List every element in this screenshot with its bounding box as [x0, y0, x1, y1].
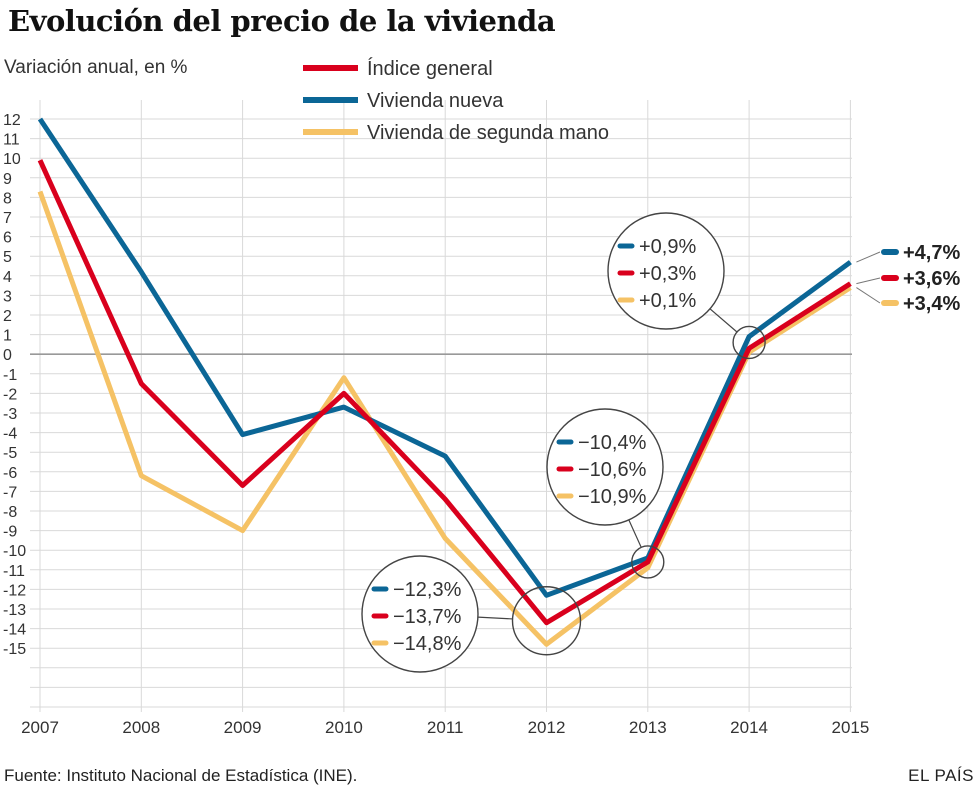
x-tick-label: 2015: [831, 718, 869, 737]
y-tick-label: 8: [3, 190, 12, 207]
callout-value-label: −13,7%: [393, 606, 462, 628]
callout-marker-circle: [511, 586, 582, 656]
x-tick-label: 2012: [528, 718, 566, 737]
y-tick-label: 9: [3, 171, 12, 188]
chart-subtitle: Variación anual, en %: [4, 57, 188, 78]
y-tick-label: 10: [3, 151, 21, 168]
y-tick-label: 11: [3, 132, 20, 149]
x-tick-label: 2013: [629, 718, 667, 737]
end-label-leader: [856, 287, 881, 304]
end-value-label: +4,7%: [903, 242, 960, 264]
callout-value-label: −10,9%: [578, 486, 647, 508]
callout-connector: [628, 519, 642, 548]
y-tick-label: -14: [3, 622, 26, 639]
legend-label: Vivienda nueva: [367, 90, 504, 112]
end-value-label: +3,4%: [903, 293, 960, 315]
callout-value-label: −10,6%: [578, 459, 647, 481]
x-tick-label: 2008: [122, 718, 160, 737]
legend-label: Índice general: [367, 57, 493, 80]
y-tick-label: 12: [3, 112, 21, 129]
callout-bubble: [607, 212, 725, 330]
callout-marker-circle: [732, 325, 766, 360]
callout-bubble: [361, 555, 479, 673]
callout-bubble: [546, 408, 664, 526]
y-tick-label: 6: [3, 230, 12, 247]
end-label-leader: [856, 277, 881, 285]
callout-value-label: −12,3%: [393, 579, 462, 601]
x-tick-label: 2010: [325, 718, 363, 737]
callout-value-label: +0,1%: [639, 290, 696, 312]
y-tick-label: 7: [3, 210, 12, 227]
y-tick-label: -11: [3, 563, 25, 580]
end-value-label: +3,6%: [903, 268, 960, 290]
y-tick-label: -8: [3, 504, 17, 521]
y-tick-label: -5: [3, 445, 17, 462]
y-tick-label: 3: [3, 288, 12, 305]
x-tick-label: 2014: [730, 718, 768, 737]
callout-value-label: +0,3%: [639, 263, 696, 285]
y-tick-label: -7: [3, 484, 17, 501]
y-tick-label: 0: [3, 347, 12, 364]
y-tick-label: -3: [3, 406, 17, 423]
x-tick-label: 2007: [21, 718, 59, 737]
callout-value-label: +0,9%: [639, 236, 696, 258]
brand-logo: EL PAÍS: [908, 766, 974, 785]
end-label-leader: [856, 251, 881, 263]
x-tick-label: 2011: [427, 718, 464, 737]
source-note: Fuente: Instituto Nacional de Estadístic…: [4, 766, 358, 785]
x-tick-label: 2009: [224, 718, 262, 737]
callout-value-label: −14,8%: [393, 633, 462, 655]
legend-label: Vivienda de segunda mano: [367, 122, 609, 144]
y-tick-label: 1: [3, 328, 12, 345]
y-tick-label: -15: [3, 641, 26, 658]
y-tick-label: -6: [3, 465, 17, 482]
y-tick-label: 4: [3, 269, 12, 286]
series-line-indice-general: [37, 159, 852, 626]
callout-marker-circle: [631, 545, 665, 579]
y-tick-label: 2: [3, 308, 12, 325]
chart-title: Evolución del precio de la vivienda: [8, 4, 556, 38]
series-line-vivienda-nueva: [37, 117, 852, 598]
y-tick-label: -1: [3, 367, 17, 384]
y-tick-label: -9: [3, 524, 17, 541]
y-tick-label: -12: [3, 582, 26, 599]
callout-value-label: −10,4%: [578, 432, 647, 454]
callout-connector: [709, 308, 738, 333]
callout-connector: [477, 616, 513, 620]
y-tick-label: -13: [3, 602, 26, 619]
y-tick-label: -10: [3, 543, 26, 560]
y-tick-label: 5: [3, 249, 12, 266]
y-tick-label: -2: [3, 386, 17, 403]
y-tick-label: -4: [3, 426, 17, 443]
